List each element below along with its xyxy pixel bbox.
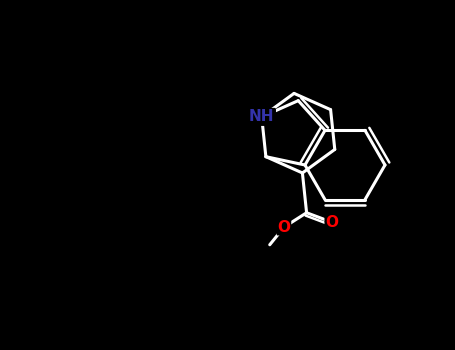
- Text: NH: NH: [249, 110, 274, 124]
- Text: O: O: [278, 220, 290, 235]
- Text: O: O: [325, 215, 338, 230]
